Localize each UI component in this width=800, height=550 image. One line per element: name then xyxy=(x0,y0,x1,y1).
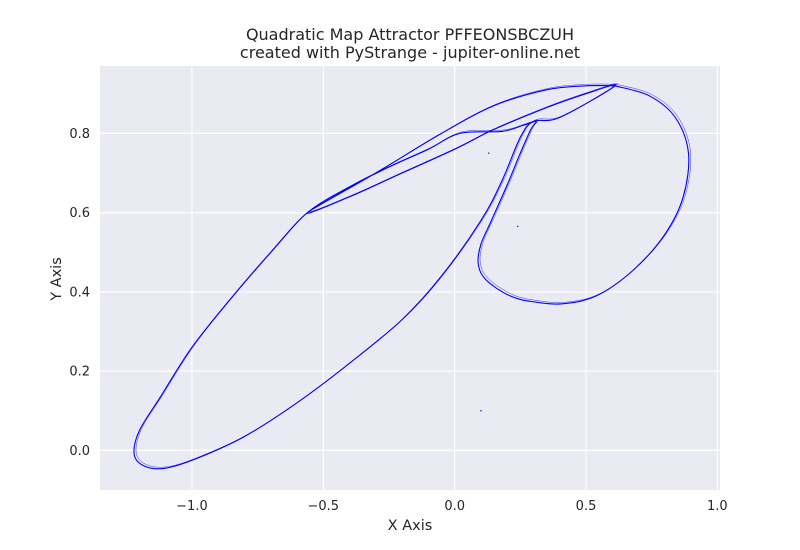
x-tick-label: −1.0 xyxy=(176,499,208,514)
x-tick-label: 0.5 xyxy=(576,499,597,514)
stray-point xyxy=(488,152,490,154)
x-tick-label: 0.0 xyxy=(444,499,465,514)
y-tick-label: 0.0 xyxy=(69,444,90,459)
x-tick-label: 1.0 xyxy=(707,499,728,514)
attractor-curve-filament xyxy=(135,83,692,468)
stray-point xyxy=(480,410,482,412)
attractor-series xyxy=(133,83,692,470)
chart-title-line-1: Quadratic Map Attractor PFFEONSBCZUH xyxy=(246,25,574,44)
y-axis-label: Y Axis xyxy=(49,257,65,302)
x-axis-label: X Axis xyxy=(388,518,433,534)
y-tick-labels: 0.0 0.2 0.4 0.6 0.8 xyxy=(69,127,90,459)
attractor-curve xyxy=(133,84,690,470)
grid-lines xyxy=(100,66,720,490)
stray-point xyxy=(517,225,519,228)
y-tick-label: 0.8 xyxy=(69,127,90,142)
y-tick-label: 0.6 xyxy=(69,206,90,221)
chart-title-line-2: created with PyStrange - jupiter-online.… xyxy=(240,43,580,62)
x-tick-labels: −1.0 −0.5 0.0 0.5 1.0 xyxy=(176,499,728,514)
y-tick-label: 0.4 xyxy=(69,285,90,300)
y-tick-label: 0.2 xyxy=(69,365,90,380)
plot-area xyxy=(100,66,720,490)
x-tick-label: −0.5 xyxy=(308,499,340,514)
